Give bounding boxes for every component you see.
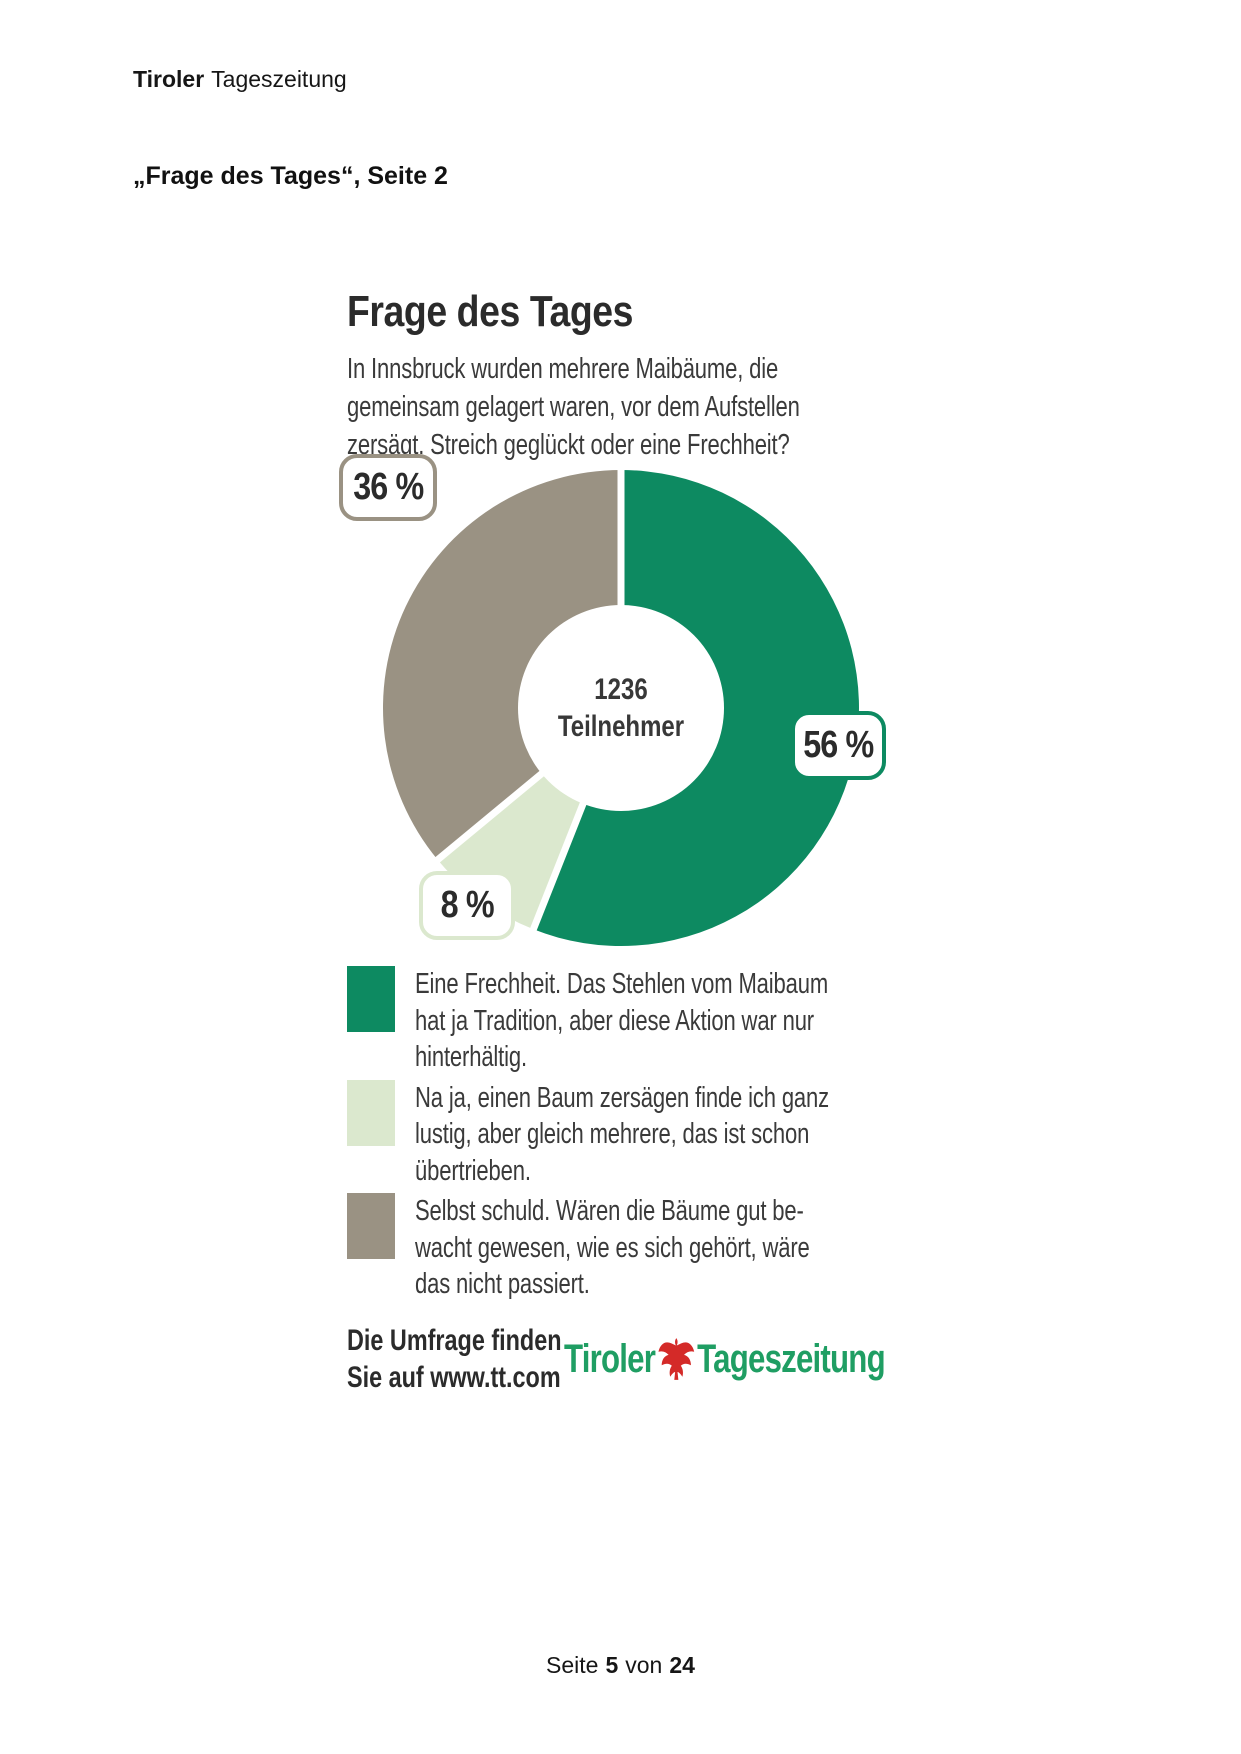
legend-line: Eine Frechheit. Das Stehlen vom Maibaum [415, 968, 829, 1000]
badge-8-label: 8 % [440, 884, 494, 926]
legend-swatch-taupe [347, 1193, 395, 1259]
question-line: In Innsbruck wurden mehrere Maibäume, di… [347, 353, 779, 385]
badge-56-percent: 56 % [791, 711, 886, 780]
legend-item: Eine Frechheit. Das Stehlen vom Maibaum … [347, 966, 1015, 1076]
question-line: gemeinsam gelagert waren, vor dem Aufste… [347, 391, 800, 423]
legend-label: Eine Frechheit. Das Stehlen vom Maibaum … [415, 966, 871, 1076]
legend-line: lustig, aber gleich mehrere, das ist sch… [415, 1118, 810, 1150]
legend-line: hinterhältig. [415, 1041, 527, 1073]
donut-slice-36-percent [382, 470, 621, 860]
chart-legend: Eine Frechheit. Das Stehlen vom Maibaum … [347, 966, 1015, 1307]
badge-36-label: 36 % [352, 466, 424, 508]
legend-line: hat ja Tradition, aber diese Aktion war … [415, 1004, 814, 1037]
survey-source-note: Die Umfrage finden Sie auf www.tt.com [347, 1322, 562, 1396]
newspaper-logo: Tiroler Tageszeitung [564, 1336, 886, 1382]
legend-label: Na ja, einen Baum zersägen finde ich gan… [415, 1080, 871, 1190]
badge-56-label: 56 % [803, 724, 874, 766]
poll-question: In Innsbruck wurden mehrere Maibäume, di… [347, 350, 833, 464]
participants-count: 1236 [594, 673, 648, 706]
legend-item: Selbst schuld. Wären die Bäume gut be- w… [347, 1193, 1015, 1303]
logo-word-tageszeitung: Tageszeitung [697, 1337, 885, 1381]
legend-item: Na ja, einen Baum zersägen finde ich gan… [347, 1079, 1015, 1190]
donut-center-label: 1236 Teilnehmer [501, 671, 741, 745]
document-header-brand: Tiroler Tageszeitung [133, 66, 347, 93]
tyrolean-eagle-icon [658, 1338, 694, 1380]
participants-word: Teilnehmer [557, 710, 685, 743]
donut-hole [518, 605, 724, 811]
page-footer: Seite 5 von 24 [0, 1652, 1241, 1679]
legend-line: wacht gewesen, wie es sich gehört, wäre [415, 1231, 810, 1264]
footer-prefix: Seite [546, 1652, 599, 1678]
legend-line: Selbst schuld. Wären die Bäume gut be- [415, 1195, 804, 1227]
chart-title: Frage des Tages [347, 287, 634, 336]
badge-36-percent: 36 % [339, 454, 437, 521]
source-line: Die Umfrage finden [347, 1324, 562, 1357]
footer-separator: von [625, 1652, 663, 1678]
footer-page-number: 5 [605, 1652, 619, 1678]
legend-line: Na ja, einen Baum zersägen finde ich gan… [415, 1081, 830, 1114]
brand-regular-part: Tageszeitung [211, 66, 347, 92]
legend-swatch-lightgreen [347, 1079, 395, 1146]
legend-label: Selbst schuld. Wären die Bäume gut be- w… [415, 1193, 871, 1303]
document-title: „Frage des Tages“, Seite 2 [133, 162, 448, 190]
legend-line: übertrieben. [415, 1154, 531, 1187]
footer-total-pages: 24 [669, 1652, 695, 1678]
badge-8-percent: 8 % [419, 871, 515, 940]
brand-bold-part: Tiroler [133, 66, 205, 92]
logo-word-tiroler: Tiroler [564, 1337, 656, 1381]
source-line: Sie auf www.tt.com [347, 1361, 561, 1394]
legend-swatch-green [347, 966, 395, 1032]
legend-line: das nicht passiert. [415, 1268, 590, 1300]
